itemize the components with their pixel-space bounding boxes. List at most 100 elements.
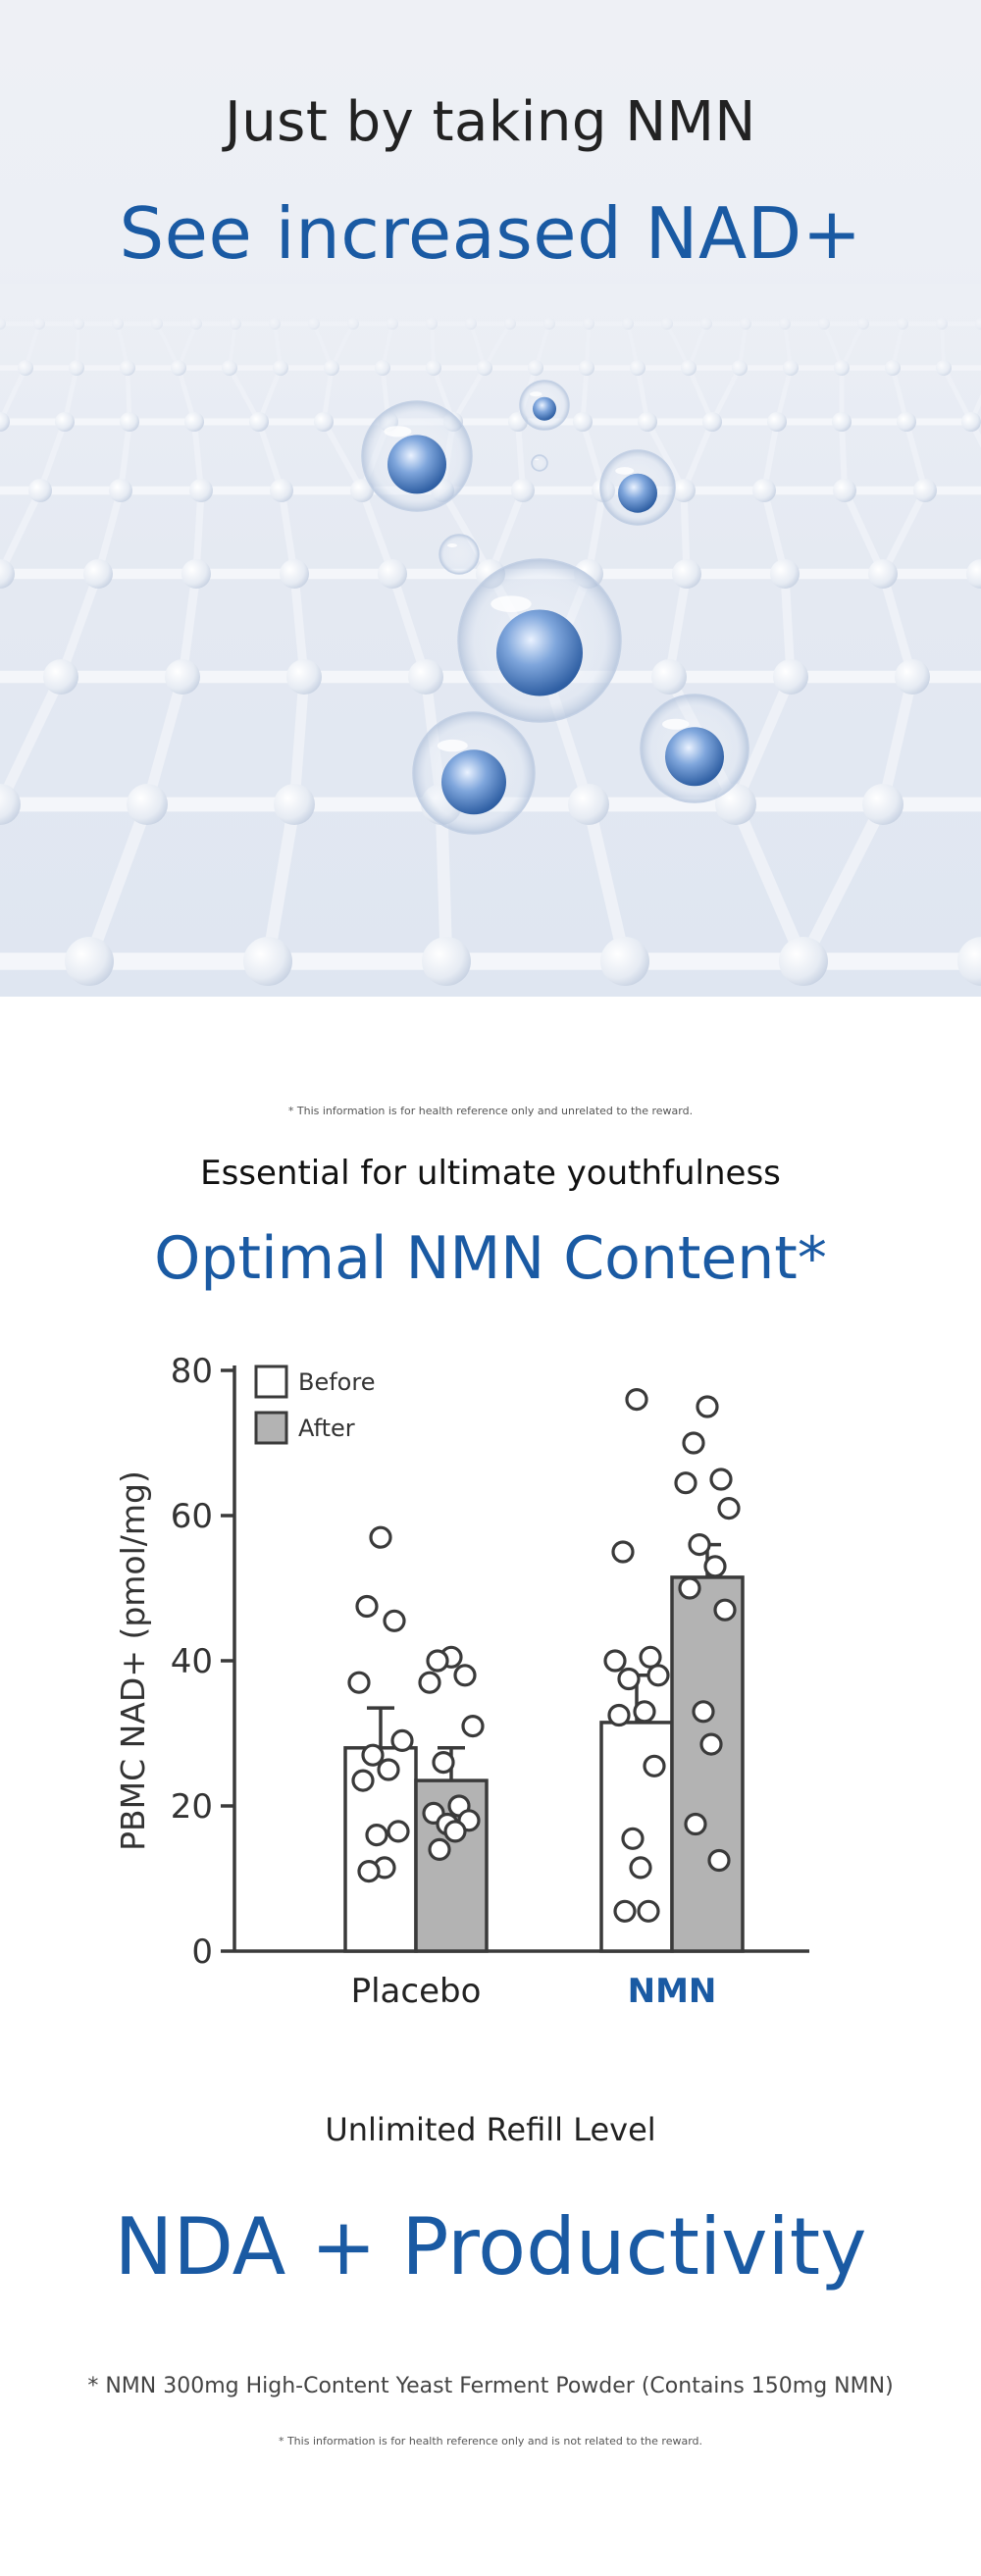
lattice-node [274, 784, 315, 825]
y-tick-label: 60 [171, 1497, 213, 1536]
lattice-node [165, 659, 200, 695]
lattice-bond [256, 419, 284, 493]
lattice-node [408, 659, 443, 695]
lattice-node [378, 559, 407, 589]
bubble-highlight [490, 595, 532, 612]
data-point [347, 1671, 371, 1694]
bubble-core [441, 749, 506, 815]
lattice-node [833, 479, 856, 502]
data-point [432, 1751, 455, 1775]
lattice-node [270, 479, 293, 502]
lattice-node [83, 559, 113, 589]
data-point [365, 1824, 388, 1847]
lattice-node [65, 937, 114, 986]
lattice-node [961, 412, 981, 432]
data-point [633, 1700, 656, 1724]
lattice-bond [841, 487, 887, 578]
x-tick-label: NMN [628, 1972, 717, 2011]
data-point [637, 1899, 660, 1923]
data-point [377, 1758, 400, 1781]
lattice-bond [729, 798, 810, 968]
data-point [639, 1645, 662, 1669]
bubble-highlight [384, 426, 412, 438]
lattice-node [895, 659, 930, 695]
bubble-core [533, 396, 556, 421]
lattice-bond [797, 798, 890, 968]
lattice-node [715, 784, 756, 825]
bubble-core [387, 435, 446, 494]
disclaimer-note-bottom: * This information is for health referen… [278, 2435, 703, 2447]
lattice-node [568, 784, 609, 825]
x-tick-label: Placebo [351, 1972, 482, 2011]
lattice-node [868, 559, 898, 589]
section-subtitle: Essential for ultimate youthfulness [200, 1154, 781, 1193]
data-point [426, 1649, 449, 1673]
data-point [692, 1700, 715, 1724]
data-point [383, 1609, 406, 1632]
lattice-node [243, 937, 292, 986]
data-point [696, 1395, 719, 1418]
y-tick-label: 40 [171, 1642, 213, 1681]
lattice-bond [439, 487, 494, 578]
lattice-node [957, 937, 981, 986]
data-point [699, 1732, 723, 1756]
data-point [428, 1837, 451, 1862]
lattice-bond [968, 419, 981, 448]
lattice-node [422, 937, 471, 986]
bubble [439, 534, 480, 575]
lattice-bond [879, 487, 929, 578]
bubble-highlight [437, 739, 468, 752]
nad-bar-chart: 0 20 40 60 80 PBMC NAD+ (pmol/mg) Placebo NMN Be… [114, 1352, 809, 2011]
lattice-node [770, 559, 800, 589]
lattice-bond [56, 569, 103, 682]
data-point [646, 1664, 670, 1687]
lattice-bond [358, 487, 396, 578]
lattice-bond [730, 671, 797, 810]
lattice-bond [387, 569, 431, 682]
lattice-node [573, 412, 593, 432]
data-point [674, 1471, 697, 1495]
lattice-bond [321, 419, 365, 493]
lattice-node [767, 412, 787, 432]
data-point [707, 1848, 731, 1873]
data-point [351, 1769, 375, 1792]
bubbles [361, 380, 749, 835]
bubble-highlight [662, 718, 690, 730]
y-tick-label: 0 [191, 1932, 213, 1972]
lattice-node [55, 412, 75, 432]
data-point [717, 1497, 741, 1520]
hero-banner: Just by taking NMN See increased NAD+ [0, 0, 981, 997]
lattice-bond [878, 569, 917, 682]
data-point [688, 1533, 711, 1557]
lattice-node [651, 659, 687, 695]
lattice-node [286, 659, 322, 695]
bubble-highlight [447, 543, 457, 547]
legend-label: After [298, 1415, 355, 1442]
legend-swatch [254, 1365, 288, 1399]
lattice-bond [968, 393, 981, 425]
y-tick-label: 20 [171, 1787, 213, 1827]
lattice-node [752, 479, 776, 502]
lattice-bond [487, 487, 527, 578]
lattice-node [511, 479, 535, 502]
data-point [629, 1856, 652, 1880]
lattice-node [43, 659, 78, 695]
data-point [387, 1820, 410, 1843]
data-point [369, 1525, 392, 1549]
lattice-node [779, 937, 828, 986]
data-point [684, 1812, 707, 1836]
lattice-bond [261, 798, 301, 968]
lattice-node [832, 412, 852, 432]
lattice-node [702, 412, 722, 432]
lattice-bond [141, 671, 188, 810]
lattice-node [0, 784, 21, 825]
lattice-bond [681, 419, 715, 493]
hero-subtitle: Just by taking NMN [225, 90, 756, 154]
ingredient-footnote: * NMN 300mg High-Content Yeast Ferment P… [87, 2374, 894, 2398]
data-point [682, 1431, 705, 1455]
data-point [713, 1598, 737, 1622]
bubble-core [618, 473, 657, 513]
lattice-bond [288, 671, 310, 810]
data-point [390, 1728, 414, 1752]
data-point [418, 1671, 441, 1694]
